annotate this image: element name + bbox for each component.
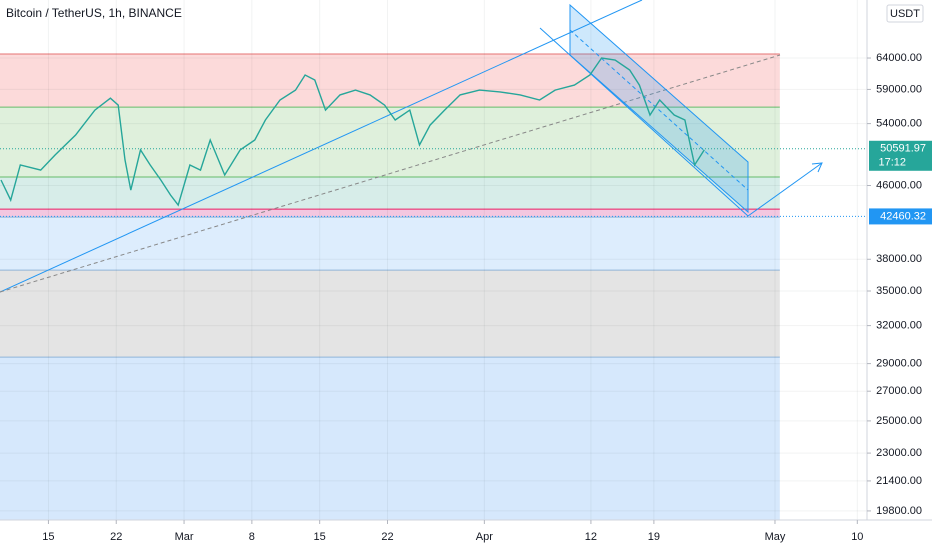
x-tick-label: Mar (175, 531, 194, 543)
price-axis (867, 0, 932, 550)
y-tick-label: 29000.00 (876, 358, 922, 370)
time-axis (0, 520, 867, 550)
y-tick-label: 64000.00 (876, 52, 922, 64)
y-tick-label: 38000.00 (876, 253, 922, 265)
drawings (0, 0, 823, 293)
currency-badge[interactable] (886, 4, 924, 23)
y-tick-label: 27000.00 (876, 385, 922, 397)
channel (569, 3, 749, 214)
zone (0, 176, 780, 210)
x-tick-label: 15 (314, 531, 326, 543)
trend-line-dashed (0, 54, 781, 293)
y-tick-label: 23000.00 (876, 447, 922, 459)
x-tick-label: 19 (648, 531, 660, 543)
x-tick-label: 12 (585, 531, 597, 543)
countdown: 17:12 (878, 157, 906, 169)
price-label: 42460.32 (880, 210, 926, 222)
zone (0, 54, 780, 108)
price-line (0, 57, 705, 207)
price-label: 50591.97 (880, 143, 926, 155)
axes: 64000.00 59000.00 54000.00 46000.00 38000.00… (42, 52, 932, 543)
x-tick-label: 22 (110, 531, 122, 543)
x-tick-label: 8 (249, 531, 255, 543)
y-tick-label: 46000.00 (876, 179, 922, 191)
x-tick-label: 15 (42, 531, 54, 543)
y-tick-label: 19800.00 (876, 505, 922, 517)
x-tick-label: May (765, 531, 786, 543)
zone (0, 217, 780, 271)
arrow-head (811, 162, 823, 173)
zone (0, 270, 780, 358)
y-tick-label: 32000.00 (876, 320, 922, 332)
y-tick-label: 54000.00 (876, 118, 922, 130)
y-tick-label: 35000.00 (876, 285, 922, 297)
grid (0, 0, 867, 520)
price-label-box (869, 140, 932, 171)
zones (0, 53, 780, 520)
channel-mid (569, 29, 749, 191)
zone (0, 357, 780, 520)
arrow (747, 162, 823, 217)
chart-title: Bitcoin / TetherUS, 1h, BINANCE (6, 6, 182, 20)
trend-line (0, 0, 643, 293)
y-tick-label: 21400.00 (876, 475, 922, 487)
zone (0, 209, 780, 218)
price-label-box (869, 208, 932, 225)
zone (0, 107, 780, 177)
x-tick-label: Apr (476, 531, 493, 543)
y-tick-label: 25000.00 (876, 415, 922, 427)
channel-line (539, 27, 749, 217)
plot (0, 57, 867, 217)
currency: USDT (890, 8, 920, 20)
x-tick-label: 22 (381, 531, 393, 543)
y-tick-label: 59000.00 (876, 83, 922, 95)
x-tick-label: 10 (851, 531, 863, 543)
